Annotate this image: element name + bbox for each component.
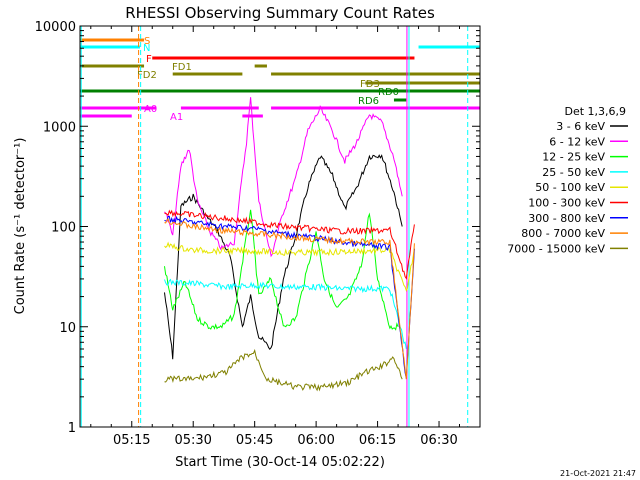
flag-label-rd0: RD0 [378,87,399,98]
flag-bar-fd2-1 [172,72,243,76]
flag-bar-a1-2 [242,114,263,118]
y-tick-label-1: 1 [68,421,76,436]
x-axis-label: Start Time (30-Oct-14 05:02:22) [175,455,385,470]
x-tick-label-06-30: 06:30 [420,433,457,448]
footer-date: 21-Oct-2021 21:47 [560,469,636,478]
flag-bar-a0-1 [80,106,157,110]
flag-label-rd6: RD6 [358,96,379,107]
chart-title: RHESSI Observing Summary Count Rates [125,4,435,22]
flag-bar-fd3-1 [365,81,480,85]
legend-label-50-100-kev: 50 - 100 keV [535,181,605,194]
series-line-3-6-kev [164,154,403,360]
flag-label-n: N [143,43,150,54]
flag-bar-n-2 [418,45,480,49]
flag-bar-a0-3 [271,106,480,110]
legend-label-25-50-kev: 25 - 50 keV [542,166,605,179]
flag-label-f: F [146,54,152,65]
series-line-6-12-kev [164,97,403,258]
series-line-12-25-kev [164,209,399,331]
flag-label-a1: A1 [170,112,183,123]
axis-ticks: 05:15 05:30 05:45 06:00 06:15 06:30 1 10 100 1000… [35,20,481,448]
legend-label-800-7000-kev: 800 - 7000 keV [521,227,605,240]
flag-label-fd1: FD1 [172,62,192,73]
flag-bar-rd6-1 [393,98,407,102]
legend-label-100-300-kev: 100 - 300 keV [528,197,605,210]
legend-title: Det 1,3,6,9 [564,105,626,118]
y-axis-label: Count Rate (s⁻¹ detector⁻¹) [13,138,28,315]
legend-label-12-25-kev: 12 - 25 keV [542,151,605,164]
x-tick-label-06-15: 06:15 [359,433,396,448]
data-series [164,97,415,392]
series-line-100-300-kev [164,209,415,280]
flag-bar-fd1-1 [80,64,145,68]
flag-bar-f-1 [152,56,415,60]
series-line-300-800-kev [164,215,415,379]
flag-bar-a1-1 [80,114,132,118]
flag-label-fd2: FD2 [137,70,157,81]
series-line-50-100-kev [164,241,415,292]
series-line-25-50-kev [164,278,407,350]
y-tick-label-10: 10 [59,321,76,336]
y-tick-label-10000: 10000 [35,20,76,35]
legend: 3 - 6 keV 6 - 12 keV 12 - 25 keV 25 - 50 ke… [507,120,628,255]
x-tick-label-06-00: 06:00 [297,433,334,448]
legend-label-3-6-kev: 3 - 6 keV [556,120,605,133]
x-tick-label-05-45: 05:45 [236,433,273,448]
legend-label-6-12-kev: 6 - 12 keV [549,135,605,148]
flag-bar-a0-2 [180,106,259,110]
flag-label-a0: A0 [144,104,157,115]
legend-label-7000-15000-kev: 7000 - 15000 keV [507,242,605,255]
flag-bar-n-1 [80,45,140,49]
series-line-7000-15000-kev [164,348,403,392]
y-tick-label-100: 100 [51,221,76,236]
x-tick-label-05-30: 05:30 [174,433,211,448]
flag-bar-fd2-2 [271,72,480,76]
y-tick-label-1000: 1000 [43,120,76,135]
legend-label-300-800-kev: 300 - 800 keV [528,212,605,225]
flag-bar-rd0-1 [80,89,480,93]
x-tick-label-05-15: 05:15 [113,433,150,448]
flag-bar-s-1 [80,38,145,42]
series-line-800-7000-kev [164,217,415,380]
flag-label-fd3: FD3 [360,79,380,90]
flag-bar-fd1-2 [254,64,267,68]
flag-label-s: S [144,36,150,47]
